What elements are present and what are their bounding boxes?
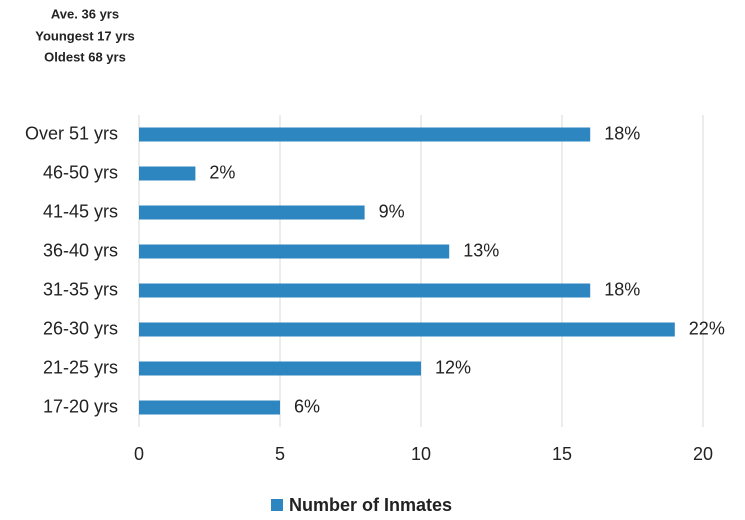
y-tick-label: 26-30 yrs	[43, 318, 118, 338]
value-label: 18%	[604, 123, 640, 143]
bar	[139, 166, 196, 181]
bar	[139, 400, 280, 415]
value-label: 9%	[379, 201, 405, 221]
y-tick-label: 21-25 yrs	[43, 357, 118, 377]
bar	[139, 322, 675, 337]
value-label: 12%	[435, 357, 471, 377]
y-tick-label: 17-20 yrs	[43, 396, 118, 416]
value-label: 13%	[463, 240, 499, 260]
value-label: 22%	[689, 318, 725, 338]
y-tick-label: Over 51 yrs	[25, 123, 118, 143]
legend-label: Number of Inmates	[289, 495, 452, 515]
bar	[139, 205, 365, 220]
x-tick-label: 5	[275, 444, 285, 464]
value-label: 6%	[294, 396, 320, 416]
y-tick-label: 46-50 yrs	[43, 162, 118, 182]
y-tick-label: 36-40 yrs	[43, 240, 118, 260]
bar	[139, 283, 591, 298]
bar	[139, 127, 591, 142]
value-label: 18%	[604, 279, 640, 299]
bar	[139, 244, 450, 259]
x-tick-label: 0	[134, 444, 144, 464]
annotation: Youngest 17 yrs	[35, 28, 134, 43]
value-label: 2%	[209, 162, 235, 182]
bar	[139, 361, 421, 376]
y-tick-label: 31-35 yrs	[43, 279, 118, 299]
x-tick-label: 15	[552, 444, 572, 464]
y-tick-label: 41-45 yrs	[43, 201, 118, 221]
annotation: Ave. 36 yrs	[51, 6, 119, 21]
annotation: Oldest 68 yrs	[44, 49, 126, 64]
legend-swatch	[271, 499, 283, 511]
x-tick-label: 20	[693, 444, 713, 464]
x-tick-label: 10	[411, 444, 431, 464]
